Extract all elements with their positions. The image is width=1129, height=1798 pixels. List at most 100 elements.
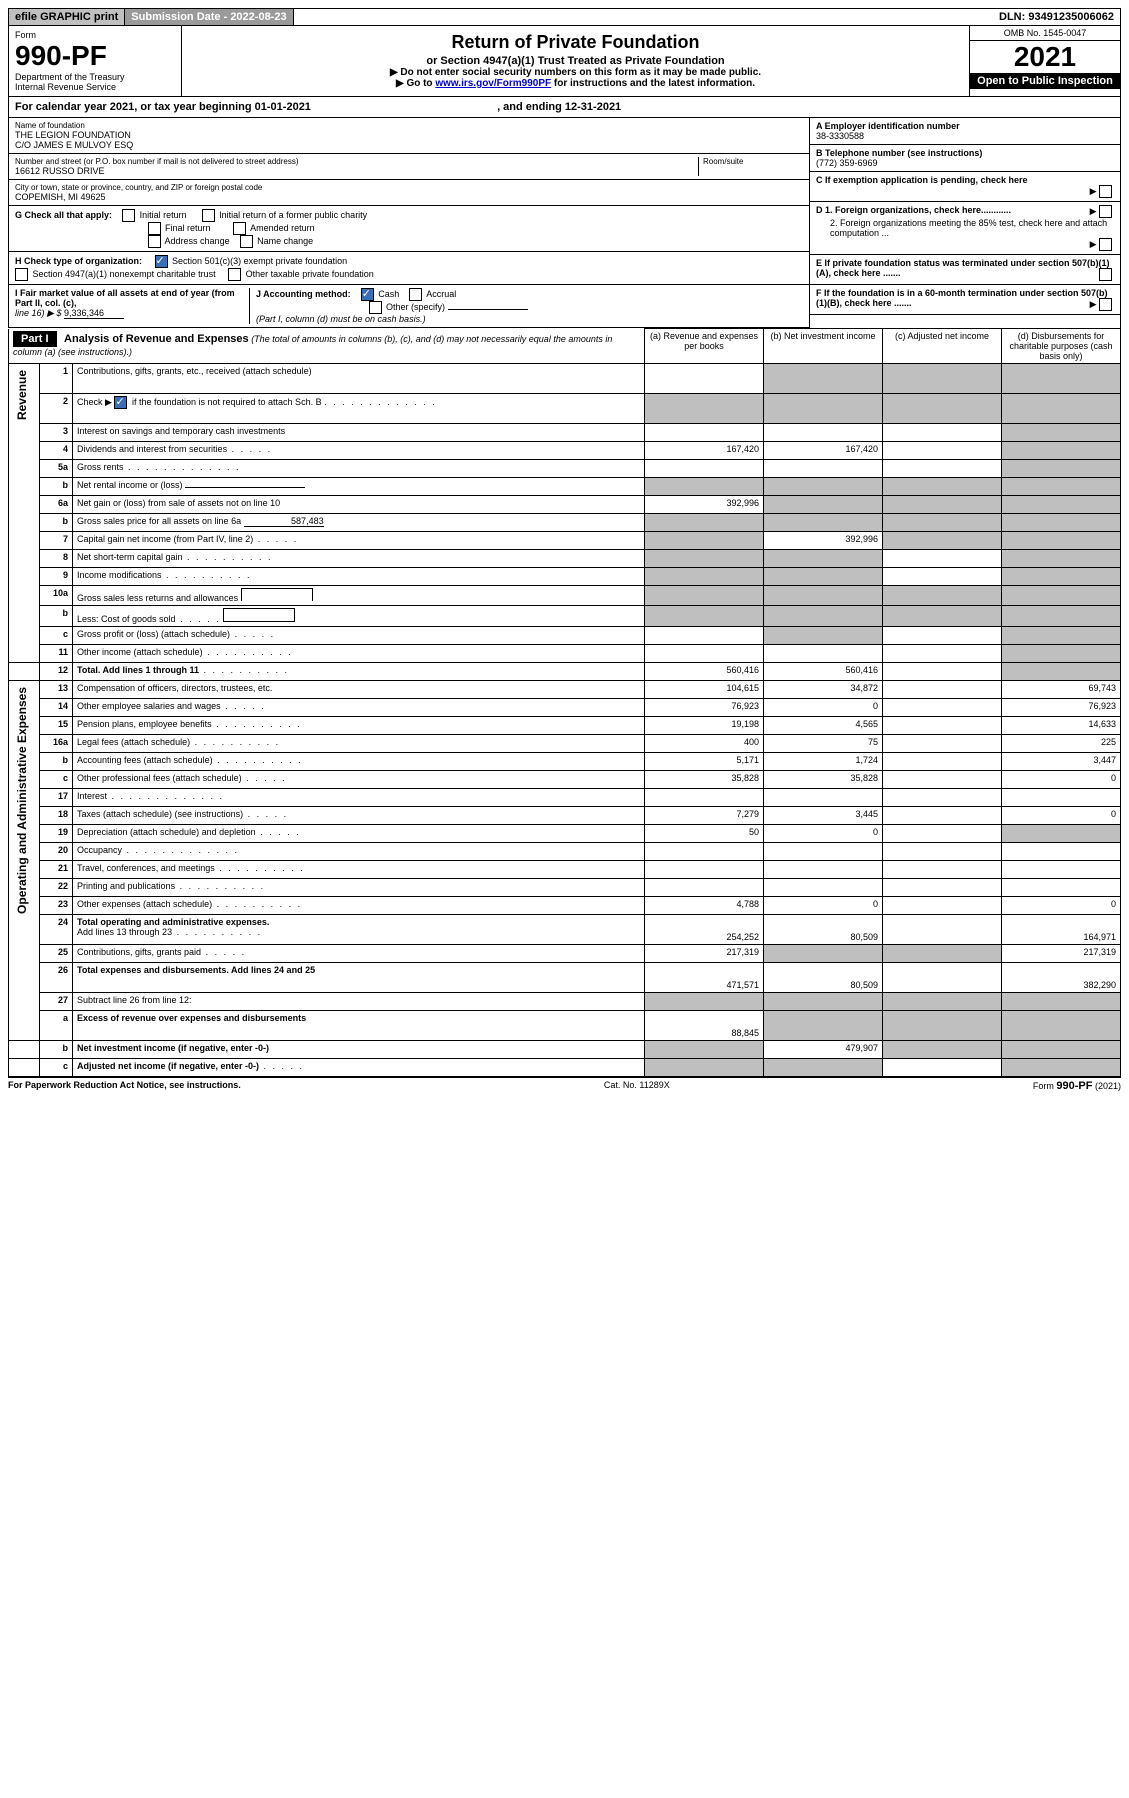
line-4-a: 167,420: [645, 442, 764, 460]
line-27a-desc: Excess of revenue over expenses and disb…: [73, 1011, 645, 1041]
line-27b-desc: Net investment income (if negative, ente…: [73, 1041, 645, 1059]
ein-label: A Employer identification number: [816, 121, 1114, 131]
line-6b-val: 587,483: [244, 516, 324, 527]
line-6a-num: 6a: [40, 496, 73, 514]
line-16b-num: b: [40, 753, 73, 771]
line-11-num: 11: [40, 645, 73, 663]
line-13-desc: Compensation of officers, directors, tru…: [73, 681, 645, 699]
line-15-a: 19,198: [645, 717, 764, 735]
opt-initial-return: Initial return: [140, 210, 187, 220]
page-footer: For Paperwork Reduction Act Notice, see …: [8, 1077, 1121, 1092]
line-2-pre: Check ▶: [77, 397, 114, 407]
section-i-line: line 16) ▶ $: [15, 308, 61, 318]
line-27c-num: c: [40, 1059, 73, 1077]
line-24-num: 24: [40, 915, 73, 945]
checkbox-sch-b[interactable]: [114, 396, 127, 409]
checkbox-initial-return[interactable]: [122, 209, 135, 222]
checkbox-4947[interactable]: [15, 268, 28, 281]
line-11-desc: Other income (attach schedule): [77, 647, 203, 657]
checkbox-exemption-pending[interactable]: [1099, 185, 1112, 198]
line-25-desc: Contributions, gifts, grants paid: [77, 947, 201, 957]
line-23-a: 4,788: [645, 897, 764, 915]
line-9-desc: Income modifications: [77, 570, 162, 580]
line-15-b: 4,565: [764, 717, 883, 735]
line-12-num: 12: [40, 663, 73, 681]
line-23-b: 0: [764, 897, 883, 915]
paperwork-notice: For Paperwork Reduction Act Notice, see …: [8, 1080, 241, 1092]
checkbox-85pct-test[interactable]: [1099, 238, 1112, 251]
line-13-a: 104,615: [645, 681, 764, 699]
line-25-num: 25: [40, 945, 73, 963]
top-bar: efile GRAPHIC print Submission Date - 20…: [8, 8, 1121, 26]
line-12-b: 560,416: [764, 663, 883, 681]
checkbox-60month[interactable]: [1099, 298, 1112, 311]
line-25-a: 217,319: [645, 945, 764, 963]
checkbox-accrual[interactable]: [409, 288, 422, 301]
line-16c-a: 35,828: [645, 771, 764, 789]
line-16a-b: 75: [764, 735, 883, 753]
checkbox-initial-former[interactable]: [202, 209, 215, 222]
line-15-desc: Pension plans, employee benefits: [77, 719, 212, 729]
opt-cash: Cash: [378, 289, 399, 299]
line-17-desc: Interest: [77, 791, 107, 801]
line-13-b: 34,872: [764, 681, 883, 699]
line-26-a: 471,571: [645, 963, 764, 993]
line-7-num: 7: [40, 532, 73, 550]
checkbox-final-return[interactable]: [148, 222, 161, 235]
city-state-zip: COPEMISH, MI 49625: [15, 192, 803, 202]
line-25-d: 217,319: [1002, 945, 1121, 963]
line-16c-num: c: [40, 771, 73, 789]
line-24-desc: Total operating and administrative expen…: [77, 917, 269, 927]
checkbox-name-change[interactable]: [240, 235, 253, 248]
revenue-side-label: Revenue: [13, 366, 31, 424]
line-23-num: 23: [40, 897, 73, 915]
line-5a-desc: Gross rents: [77, 462, 124, 472]
checkbox-foreign-org[interactable]: [1099, 205, 1112, 218]
line-22-desc: Printing and publications: [77, 881, 175, 891]
line-23-d: 0: [1002, 897, 1121, 915]
dept-label: Department of the Treasury: [15, 72, 175, 82]
ein-value: 38-3330588: [816, 131, 1114, 141]
line-16b-d: 3,447: [1002, 753, 1121, 771]
checkbox-amended-return[interactable]: [233, 222, 246, 235]
line-14-a: 76,923: [645, 699, 764, 717]
section-i-label: I Fair market value of all assets at end…: [15, 288, 235, 308]
line-27-desc: Subtract line 26 from line 12:: [73, 993, 645, 1011]
section-c-label: C If exemption application is pending, c…: [816, 175, 1028, 185]
form-header: Form 990-PF Department of the Treasury I…: [8, 26, 1121, 97]
efile-print-button[interactable]: efile GRAPHIC print: [9, 9, 125, 25]
line-7-b: 392,996: [764, 532, 883, 550]
city-label: City or town, state or province, country…: [15, 183, 803, 192]
line-10b-desc: Less: Cost of goods sold: [77, 614, 176, 624]
section-e-label: E If private foundation status was termi…: [816, 258, 1110, 278]
line-12-desc: Total. Add lines 1 through 11: [77, 665, 199, 675]
checkbox-address-change[interactable]: [148, 235, 161, 248]
cal-year-pre: For calendar year 2021, or tax year begi…: [15, 101, 255, 113]
checkbox-status-terminated[interactable]: [1099, 268, 1112, 281]
line-26-desc: Total expenses and disbursements. Add li…: [73, 963, 645, 993]
cal-year-mid: , and ending: [497, 101, 565, 113]
instructions-link[interactable]: www.irs.gov/Form990PF: [435, 78, 551, 89]
line-13-d: 69,743: [1002, 681, 1121, 699]
line-18-b: 3,445: [764, 807, 883, 825]
line-5b-desc: Net rental income or (loss): [77, 480, 183, 490]
line-14-d: 76,923: [1002, 699, 1121, 717]
line-7-desc: Capital gain net income (from Part IV, l…: [77, 534, 253, 544]
line-6b-num: b: [40, 514, 73, 532]
section-h-label: H Check type of organization:: [15, 256, 142, 266]
submission-date: Submission Date - 2022-08-23: [125, 9, 293, 25]
checkbox-501c3[interactable]: [155, 255, 168, 268]
checkbox-other-taxable[interactable]: [228, 268, 241, 281]
opt-other-method: Other (specify): [386, 302, 445, 312]
tax-year: 2021: [970, 41, 1120, 73]
opt-final-return: Final return: [165, 223, 211, 233]
checkbox-cash[interactable]: [361, 288, 374, 301]
line-26-b: 80,509: [764, 963, 883, 993]
checkbox-other-method[interactable]: [369, 301, 382, 314]
line-14-b: 0: [764, 699, 883, 717]
section-d1-label: D 1. Foreign organizations, check here..…: [816, 205, 1011, 215]
open-public-badge: Open to Public Inspection: [970, 73, 1120, 89]
line-27a-a: 88,845: [645, 1011, 764, 1041]
line-8-desc: Net short-term capital gain: [77, 552, 183, 562]
dln-label: DLN: 93491235006062: [993, 9, 1120, 25]
